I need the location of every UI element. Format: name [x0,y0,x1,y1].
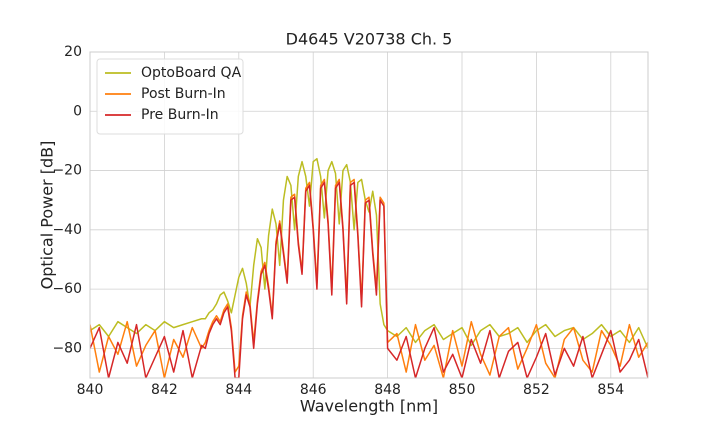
plot-frame [89,51,649,379]
series-line [90,181,648,378]
x-tick-label: 854 [597,382,624,398]
x-tick-label: 842 [151,382,178,398]
legend-label: Post Burn-In [141,86,226,102]
y-axis-label: Optical Power [dB] [38,141,57,290]
x-tick-label: 852 [523,382,550,398]
x-tick-label: 846 [300,382,327,398]
x-tick-label: 850 [449,382,476,398]
y-tick-label: −40 [52,222,82,238]
x-tick-label: 844 [225,382,252,398]
y-tick-label: −20 [52,163,82,179]
x-tick-label: 840 [77,382,104,398]
y-tick-label: 20 [64,44,82,60]
legend-box [96,58,244,135]
x-tick-label: 848 [374,382,401,398]
legend-label: Pre Burn-In [141,107,219,123]
y-tick-label: −80 [52,340,82,356]
series-line [90,178,648,378]
chart-title: D4645 V20738 Ch. 5 [286,30,453,49]
legend-label: OptoBoard QA [141,65,242,81]
x-axis-label: Wavelength [nm] [300,397,438,416]
y-tick-label: 0 [73,103,82,119]
y-tick-label: −60 [52,281,82,297]
series-line [90,157,648,349]
